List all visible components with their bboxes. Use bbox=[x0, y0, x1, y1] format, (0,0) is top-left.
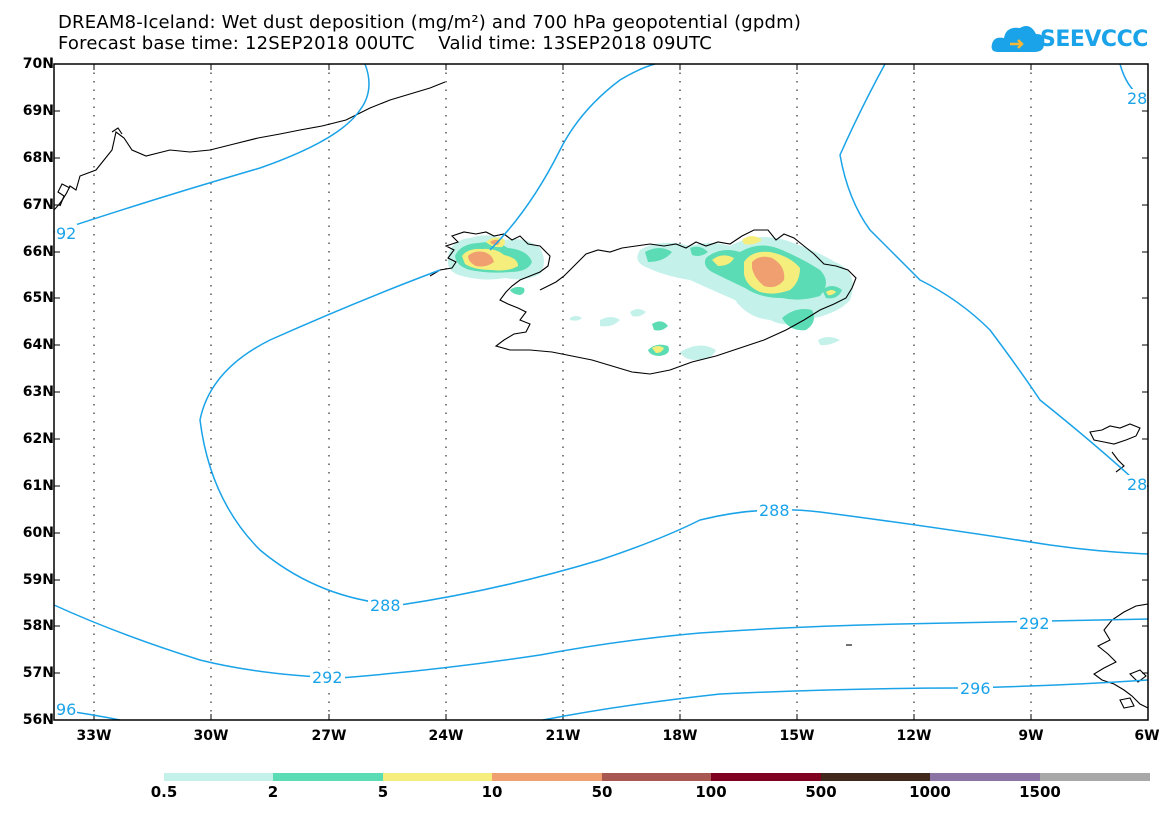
contour-label: 28 bbox=[1127, 475, 1148, 494]
colorbar-label: 0.5 bbox=[150, 783, 178, 801]
lon-label: 6W bbox=[1134, 728, 1160, 744]
colorbar-label: 500 bbox=[805, 783, 837, 801]
lon-label: 27W bbox=[311, 728, 347, 744]
lat-label: 63N bbox=[22, 384, 54, 400]
geopotential-contours bbox=[53, 63, 1149, 721]
lon-label: 21W bbox=[545, 728, 581, 744]
colorbar-swatch bbox=[492, 773, 602, 781]
lat-label: 56N bbox=[22, 712, 54, 728]
lat-label: 70N bbox=[22, 56, 54, 72]
colorbar-swatch bbox=[383, 773, 492, 781]
chart-subtitle: Forecast base time: 12SEP2018 00UTC Vali… bbox=[58, 33, 712, 54]
lat-label: 60N bbox=[22, 525, 54, 541]
contour-label: 92 bbox=[55, 224, 78, 243]
colorbar-label: 100 bbox=[695, 783, 727, 801]
colorbar bbox=[164, 773, 1150, 781]
contour-label: 296 bbox=[958, 679, 993, 698]
lon-label: 24W bbox=[428, 728, 464, 744]
lat-label: 58N bbox=[22, 618, 54, 634]
cloud-icon bbox=[991, 26, 1045, 52]
lon-label: 30W bbox=[193, 728, 229, 744]
colorbar-label: 2 bbox=[267, 783, 279, 801]
lat-label: 66N bbox=[22, 244, 54, 260]
lat-label: 62N bbox=[22, 431, 54, 447]
colorbar-label: 1000 bbox=[909, 783, 951, 801]
lat-label: 65N bbox=[22, 290, 54, 306]
lon-label: 18W bbox=[662, 728, 698, 744]
lon-label: 15W bbox=[779, 728, 815, 744]
colorbar-label: 10 bbox=[481, 783, 503, 801]
colorbar-label: 50 bbox=[591, 783, 613, 801]
colorbar-swatch bbox=[711, 773, 821, 781]
colorbar-swatch bbox=[1040, 773, 1150, 781]
logo-text: SEEVCCC bbox=[1040, 27, 1148, 52]
lat-label: 61N bbox=[22, 478, 54, 494]
contour-label: 288 bbox=[368, 596, 403, 615]
colorbar-swatch bbox=[821, 773, 930, 781]
colorbar-label: 1500 bbox=[1019, 783, 1061, 801]
contour-label: 292 bbox=[310, 668, 345, 687]
colorbar-swatch bbox=[930, 773, 1040, 781]
lon-label: 9W bbox=[1018, 728, 1044, 744]
lat-label: 59N bbox=[22, 572, 54, 588]
colorbar-swatch bbox=[602, 773, 711, 781]
colorbar-label: 5 bbox=[377, 783, 389, 801]
contour-label: 28 bbox=[1127, 89, 1148, 108]
dust-deposition bbox=[447, 235, 853, 360]
contour-label: 292 bbox=[1017, 614, 1052, 633]
coastlines bbox=[53, 81, 1149, 709]
colorbar-swatch bbox=[273, 773, 383, 781]
lat-label: 57N bbox=[22, 665, 54, 681]
lat-label: 68N bbox=[22, 150, 54, 166]
lat-label: 67N bbox=[22, 197, 54, 213]
contour-label: 96 bbox=[55, 700, 78, 719]
contour-label: 288 bbox=[757, 501, 792, 520]
lat-label: 69N bbox=[22, 103, 54, 119]
chart-title: DREAM8-Iceland: Wet dust deposition (mg/… bbox=[58, 12, 802, 33]
lon-label: 33W bbox=[76, 728, 112, 744]
axis-ticks bbox=[54, 64, 1148, 720]
lon-label: 12W bbox=[896, 728, 932, 744]
lat-label: 64N bbox=[22, 337, 54, 353]
colorbar-swatch bbox=[164, 773, 273, 781]
